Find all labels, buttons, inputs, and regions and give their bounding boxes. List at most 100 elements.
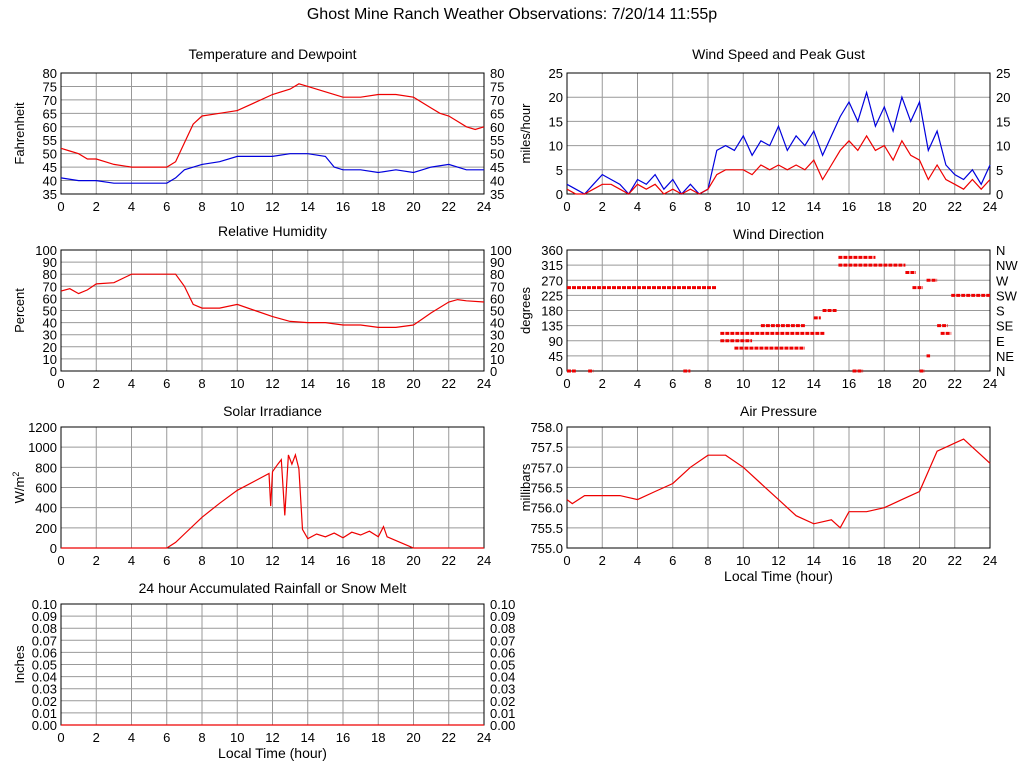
x-tick-label: 16	[842, 376, 856, 391]
y-tick-label: 20	[549, 90, 563, 105]
x-tick-label: 6	[163, 553, 170, 568]
y-tick-label: 0.03	[32, 682, 57, 697]
x-tick-label: 4	[634, 199, 641, 214]
page-title: Ghost Mine Ranch Weather Observations: 7…	[306, 6, 718, 23]
y-tick-label: 0	[50, 541, 57, 556]
x-tick-label: 12	[771, 199, 785, 214]
y-tick-label: 0.08	[32, 621, 57, 636]
series-line-0	[566, 438, 991, 529]
y-tick-label-right: 70	[490, 279, 504, 294]
chart-title: Solar Irradiance	[223, 403, 322, 419]
y-tick-label: 90	[43, 255, 57, 270]
x-tick-label: 0	[563, 553, 570, 568]
chart-title: Temperature and Dewpoint	[188, 46, 356, 62]
x-tick-label: 8	[704, 553, 711, 568]
y-tick-label: 20	[43, 340, 57, 355]
y-tick-label-right: 45	[490, 160, 504, 175]
y-tick-label: 1000	[28, 440, 57, 455]
y-tick-label: 45	[43, 160, 57, 175]
y-tick-label: 270	[541, 273, 563, 288]
x-tick-label: 20	[912, 376, 926, 391]
y-tick-label: 60	[43, 291, 57, 306]
y-tick-label-right: 0.08	[490, 621, 515, 636]
y-tick-label: 757.0	[530, 460, 563, 475]
x-tick-label: 10	[230, 199, 244, 214]
y-tick-label-right: 0.04	[490, 670, 515, 685]
y-tick-label: 755.5	[530, 521, 563, 536]
x-tick-label: 8	[704, 199, 711, 214]
x-tick-label: 6	[163, 199, 170, 214]
series-line-0	[61, 452, 484, 549]
y-tick-label: 800	[35, 460, 57, 475]
y-tick-label: 5	[556, 163, 563, 178]
x-tick-label: 18	[877, 553, 891, 568]
x-tick-label: 24	[477, 730, 491, 745]
x-tick-label: 24	[983, 376, 997, 391]
x-tick-label: 22	[442, 730, 456, 745]
y-axis-label: W/m2	[11, 472, 27, 504]
x-tick-label: 18	[371, 553, 385, 568]
x-tick-label: 4	[128, 730, 135, 745]
chart-title: 24 hour Accumulated Rainfall or Snow Mel…	[139, 580, 407, 596]
compass-label: SW	[996, 288, 1018, 303]
x-tick-label: 0	[57, 376, 64, 391]
x-tick-label: 12	[265, 553, 279, 568]
x-tick-label: 14	[301, 376, 315, 391]
x-tick-label: 6	[669, 553, 676, 568]
y-tick-label-right: 0.03	[490, 682, 515, 697]
y-tick-label-right: 30	[490, 328, 504, 343]
y-tick-label-right: 65	[490, 106, 504, 121]
y-tick-label: 50	[43, 304, 57, 319]
series-line-1	[566, 134, 991, 195]
y-tick-label-right: 0	[490, 364, 497, 379]
x-tick-label: 2	[599, 553, 606, 568]
x-tick-label: 4	[128, 553, 135, 568]
y-tick-label: 0	[556, 364, 563, 379]
x-tick-label: 12	[771, 553, 785, 568]
chart-title: Air Pressure	[740, 403, 817, 419]
x-tick-label: 20	[406, 730, 420, 745]
x-tick-label: 0	[57, 730, 64, 745]
y-tick-label: 0.00	[32, 718, 57, 733]
y-axis-label: Fahrenheit	[12, 102, 27, 165]
y-tick-label-right: 80	[490, 267, 504, 282]
compass-label: NE	[996, 349, 1014, 364]
compass-label: W	[996, 273, 1009, 288]
plot-frame	[566, 72, 991, 195]
y-tick-label: 756.0	[530, 501, 563, 516]
compass-label: N	[996, 243, 1005, 258]
y-tick-label: 0.04	[32, 670, 57, 685]
y-tick-label-right: 80	[490, 66, 504, 81]
x-tick-label: 10	[230, 553, 244, 568]
y-tick-label: 80	[43, 267, 57, 282]
y-tick-label-right: 5	[996, 163, 1003, 178]
x-tick-label: 20	[912, 553, 926, 568]
x-tick-label: 6	[669, 376, 676, 391]
x-tick-label: 24	[983, 199, 997, 214]
x-tick-label: 22	[442, 199, 456, 214]
x-tick-label: 14	[807, 376, 821, 391]
y-tick-label: 10	[43, 352, 57, 367]
plot-frame	[60, 249, 485, 372]
x-tick-label: 6	[163, 730, 170, 745]
x-tick-label: 8	[198, 376, 205, 391]
x-tick-label: 2	[93, 553, 100, 568]
x-tick-label: 2	[93, 199, 100, 214]
x-tick-label: 10	[230, 730, 244, 745]
x-tick-label: 14	[301, 730, 315, 745]
x-tick-label: 24	[477, 199, 491, 214]
x-tick-label: 0	[57, 199, 64, 214]
x-tick-label: 20	[406, 199, 420, 214]
y-tick-label-right: 90	[490, 255, 504, 270]
x-tick-label: 2	[599, 199, 606, 214]
x-tick-label: 16	[336, 730, 350, 745]
x-tick-label: 4	[634, 553, 641, 568]
y-tick-label-right: 0.02	[490, 694, 515, 709]
y-tick-label: 25	[549, 66, 563, 81]
x-tick-label: 8	[704, 376, 711, 391]
y-tick-label: 315	[541, 258, 563, 273]
x-tick-label: 12	[265, 199, 279, 214]
